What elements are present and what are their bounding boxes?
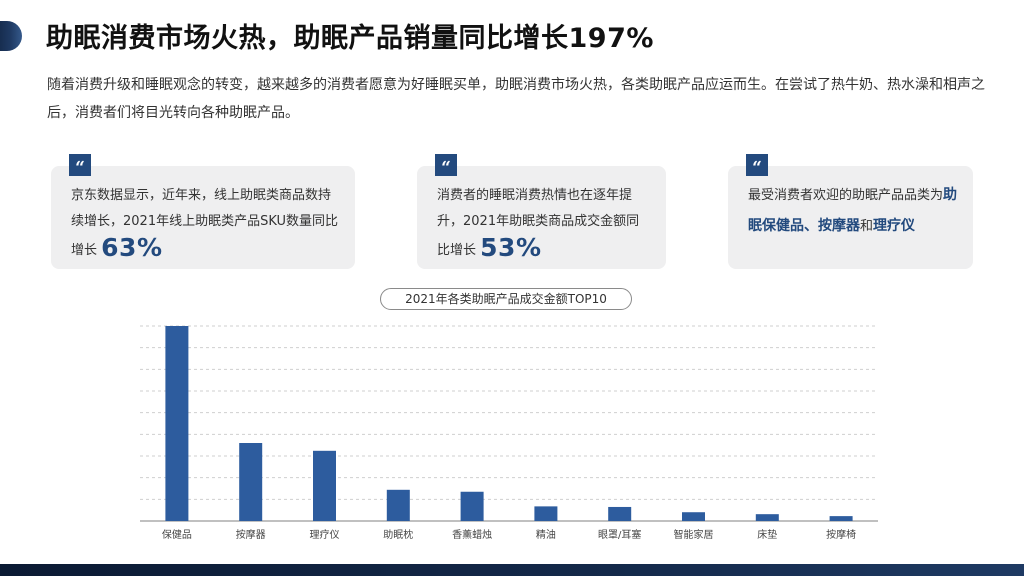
footer-bar bbox=[0, 564, 1024, 576]
bar-9 bbox=[829, 516, 853, 521]
stat-card-sku: “ 京东数据显示，近年来，线上助眠类商品数持续增长，2021年线上助眠类产品SK… bbox=[51, 154, 355, 269]
stat-card-sku-desc: 京东数据显示，近年来，线上助眠类商品数持续增长，2021年线上助眠类产品SKU数… bbox=[71, 188, 339, 258]
stat-card-gmv-desc: 消费者的睡眠消费热情也在逐年提升，2021年助眠类商品成交金额同比增长 bbox=[437, 188, 640, 258]
stat-card-popular: “ 最受消费者欢迎的助眠产品品类为助眠保健品、按摩器和理疗仪 bbox=[728, 154, 973, 269]
x-tick-label: 按摩椅 bbox=[826, 528, 856, 541]
bar-0 bbox=[165, 326, 189, 521]
stat-card-sku-text: 京东数据显示，近年来，线上助眠类商品数持续增长，2021年线上助眠类产品SKU数… bbox=[71, 183, 341, 264]
highlight-massager: 按摩器 bbox=[818, 218, 860, 234]
x-tick-label: 保健品 bbox=[162, 528, 192, 541]
stat-card-gmv: “ 消费者的睡眠消费热情也在逐年提升，2021年助眠类商品成交金额同比增长 53… bbox=[417, 154, 666, 269]
bar-3 bbox=[386, 489, 410, 521]
bar-7 bbox=[682, 512, 705, 521]
stat-card-sku-value: 63% bbox=[101, 233, 163, 262]
x-tick-label: 眼罩/耳塞 bbox=[598, 528, 641, 541]
intro-paragraph: 随着消费升级和睡眠观念的转变，越来越多的消费者愿意为好睡眠买单，助眠消费市场火热… bbox=[47, 77, 985, 121]
highlight-supplements: 助眠保健品 bbox=[748, 187, 958, 234]
x-tick-label: 精油 bbox=[536, 528, 556, 541]
bar-5 bbox=[534, 506, 558, 521]
title-accent-bar bbox=[0, 21, 22, 51]
x-tick-label: 智能家居 bbox=[674, 528, 714, 541]
stat-card-gmv-text: 消费者的睡眠消费热情也在逐年提升，2021年助眠类商品成交金额同比增长 53% bbox=[437, 183, 652, 264]
bar-1 bbox=[239, 443, 263, 521]
x-tick-label: 香薰蜡烛 bbox=[452, 528, 492, 541]
stat-card-popular-prefix: 最受消费者欢迎的助眠产品品类为 bbox=[748, 188, 944, 203]
quote-icon: “ bbox=[69, 154, 91, 178]
quote-icon: “ bbox=[746, 154, 768, 178]
bar-6 bbox=[608, 506, 632, 521]
highlight-therapy: 理疗仪 bbox=[873, 218, 916, 234]
x-tick-label: 助眠枕 bbox=[383, 528, 413, 541]
page-title: 助眠消费市场火热，助眠产品销量同比增长197% bbox=[46, 23, 654, 54]
x-tick-label: 理疗仪 bbox=[310, 528, 340, 541]
x-tick-label: 床垫 bbox=[757, 528, 777, 541]
stat-card-popular-text: 最受消费者欢迎的助眠产品品类为助眠保健品、按摩器和理疗仪 bbox=[748, 180, 959, 242]
x-tick-label: 按摩器 bbox=[236, 528, 266, 541]
bar-2 bbox=[313, 450, 336, 521]
highlight-and: 和 bbox=[860, 219, 874, 234]
chart-title: 2021年各类助眠产品成交金额TOP10 bbox=[380, 288, 632, 310]
bar-8 bbox=[755, 514, 779, 521]
stat-card-gmv-value: 53% bbox=[480, 233, 542, 262]
quote-icon: “ bbox=[435, 154, 457, 178]
highlight-separator: 、 bbox=[804, 218, 818, 234]
bar-4 bbox=[460, 491, 484, 521]
